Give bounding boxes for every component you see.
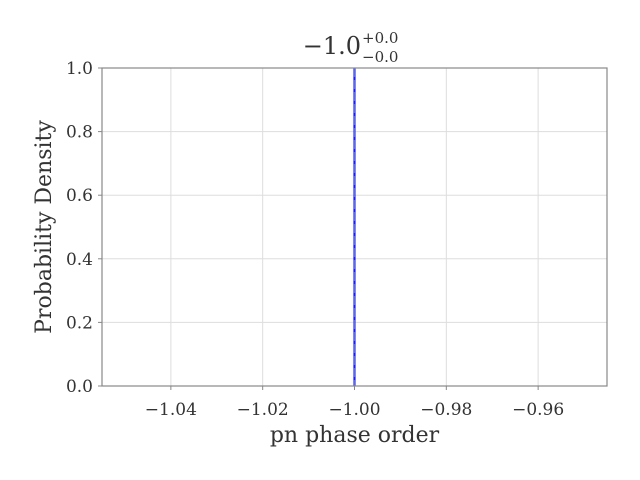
x-tick-label: −1.04 — [145, 400, 197, 420]
title-main: −1.0 — [303, 32, 361, 60]
y-tick-label: 0.6 — [66, 186, 93, 206]
ticks: −1.04 −1.02 −1.00 −0.98 −0.96 0.0 0.2 0.4 0.6 0.8… — [66, 59, 564, 420]
y-tick-label: 0.0 — [66, 377, 93, 397]
x-tick-label: −0.98 — [420, 400, 472, 420]
title-subscript: −0.0 — [362, 48, 398, 66]
title-superscript: +0.0 — [362, 29, 398, 47]
x-axis-label: pn phase order — [270, 423, 440, 448]
x-tick-label: −1.02 — [237, 400, 289, 420]
y-tick-label: 0.2 — [66, 313, 93, 333]
y-tick-label: 1.0 — [66, 59, 93, 79]
y-tick-label: 0.8 — [66, 123, 93, 143]
x-tick-label: −0.96 — [512, 400, 564, 420]
y-axis-label: Probability Density — [32, 120, 57, 334]
chart-title: −1.0 +0.0 −0.0 — [303, 29, 399, 66]
x-tick-label: −1.00 — [328, 400, 380, 420]
y-tick-label: 0.4 — [66, 250, 93, 270]
